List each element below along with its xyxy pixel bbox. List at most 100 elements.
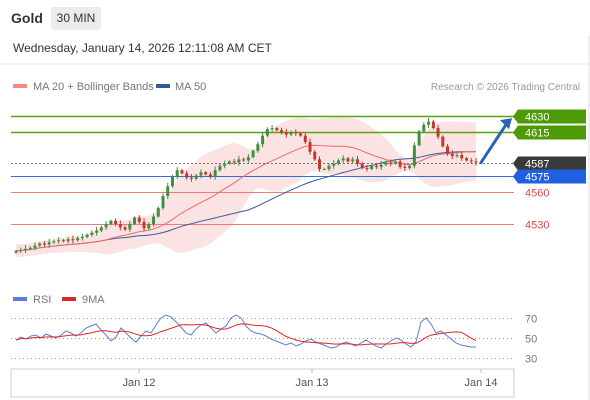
- candle-body: [204, 172, 208, 175]
- candle-body: [389, 162, 393, 164]
- candle: [341, 155, 345, 163]
- candle: [346, 156, 350, 163]
- candle-body: [47, 242, 51, 245]
- level-tag-4575: [518, 169, 586, 184]
- candle: [336, 158, 340, 166]
- candle: [431, 119, 435, 130]
- bollinger-band-area: [16, 116, 476, 258]
- candle-body: [460, 155, 464, 159]
- candle: [422, 122, 426, 134]
- candle-body: [166, 186, 170, 197]
- rsi-tick-label: 70: [525, 314, 537, 326]
- legend-rsi-swatch: [13, 297, 27, 301]
- candle: [23, 245, 27, 253]
- level-tag-pointer-4587: [513, 156, 518, 171]
- level-tag-pointer-4630: [513, 109, 518, 124]
- candle: [303, 133, 307, 145]
- candle: [47, 238, 51, 248]
- forecast-arrow-shaft: [479, 121, 509, 165]
- legend-ma50-label: MA 50: [175, 81, 206, 93]
- candle-body: [393, 161, 397, 164]
- candle-body: [19, 249, 23, 252]
- candle: [318, 156, 322, 172]
- candle-body: [175, 170, 179, 177]
- candle-body: [398, 161, 402, 167]
- candle-body: [365, 167, 369, 170]
- rsi-panel: 70 50 30: [11, 314, 537, 366]
- candle: [313, 149, 317, 161]
- candle: [161, 193, 165, 210]
- x-tick-label: Jan 14: [464, 377, 497, 389]
- candle: [246, 154, 250, 163]
- candle: [85, 233, 89, 239]
- candle: [128, 221, 132, 232]
- candle: [38, 242, 42, 247]
- candle: [384, 160, 388, 167]
- forecast-arrow-head: [500, 118, 512, 130]
- legend-rsi-label: RSI: [33, 294, 51, 306]
- candle: [327, 163, 331, 172]
- candle: [450, 150, 454, 160]
- candle-body: [450, 153, 454, 157]
- candle-body: [156, 207, 160, 217]
- candle-body: [422, 124, 426, 132]
- candle-body: [446, 146, 450, 154]
- candle: [374, 163, 378, 169]
- candle: [227, 160, 231, 165]
- candle-body: [379, 164, 383, 167]
- candle-body: [465, 158, 469, 161]
- candle-body: [265, 129, 269, 136]
- candle-body: [99, 227, 103, 231]
- candle-body: [341, 158, 345, 161]
- candle: [398, 159, 402, 169]
- candle-body: [95, 230, 99, 233]
- candle: [446, 143, 450, 156]
- legend-9ma-swatch: [62, 297, 76, 301]
- candle-body: [71, 239, 75, 241]
- candle-body: [256, 144, 260, 151]
- timeframe-button[interactable]: 30 MIN: [51, 7, 101, 30]
- candle-body: [137, 217, 141, 222]
- candle: [14, 249, 18, 254]
- candle-body: [303, 135, 307, 143]
- candle: [256, 141, 260, 153]
- candle: [118, 220, 122, 231]
- candle: [370, 164, 374, 171]
- candle: [270, 125, 274, 132]
- x-axis-frame: [10, 368, 515, 398]
- candle: [142, 218, 146, 232]
- candle: [71, 235, 75, 244]
- candle: [208, 171, 212, 179]
- candle: [204, 170, 208, 176]
- candle-body: [61, 240, 65, 242]
- candle-body: [170, 176, 174, 187]
- candle-body: [436, 128, 440, 137]
- level-tag-pointer-4615: [513, 125, 518, 140]
- candle-body: [128, 224, 132, 230]
- candle: [299, 132, 303, 137]
- candle: [265, 127, 269, 138]
- candle-body: [42, 243, 46, 245]
- candle: [42, 241, 46, 247]
- candle-body: [408, 165, 412, 168]
- candle-body: [14, 251, 18, 253]
- candle: [393, 160, 397, 165]
- candle: [52, 239, 56, 244]
- x-tick-label: Jan 12: [122, 377, 155, 389]
- candle-body: [28, 247, 32, 249]
- candle: [427, 117, 431, 128]
- candle: [275, 126, 279, 132]
- candle: [441, 135, 445, 148]
- candle-body: [332, 163, 336, 166]
- candle: [175, 167, 179, 180]
- candle: [61, 238, 65, 243]
- candle-body: [147, 224, 151, 229]
- candle-body: [185, 173, 189, 178]
- header: Gold 30 MIN: [0, 0, 590, 36]
- candle: [455, 153, 459, 158]
- candle: [417, 129, 421, 147]
- candle-body: [246, 157, 250, 161]
- level-tag-4587: [518, 156, 586, 171]
- candle: [80, 233, 84, 241]
